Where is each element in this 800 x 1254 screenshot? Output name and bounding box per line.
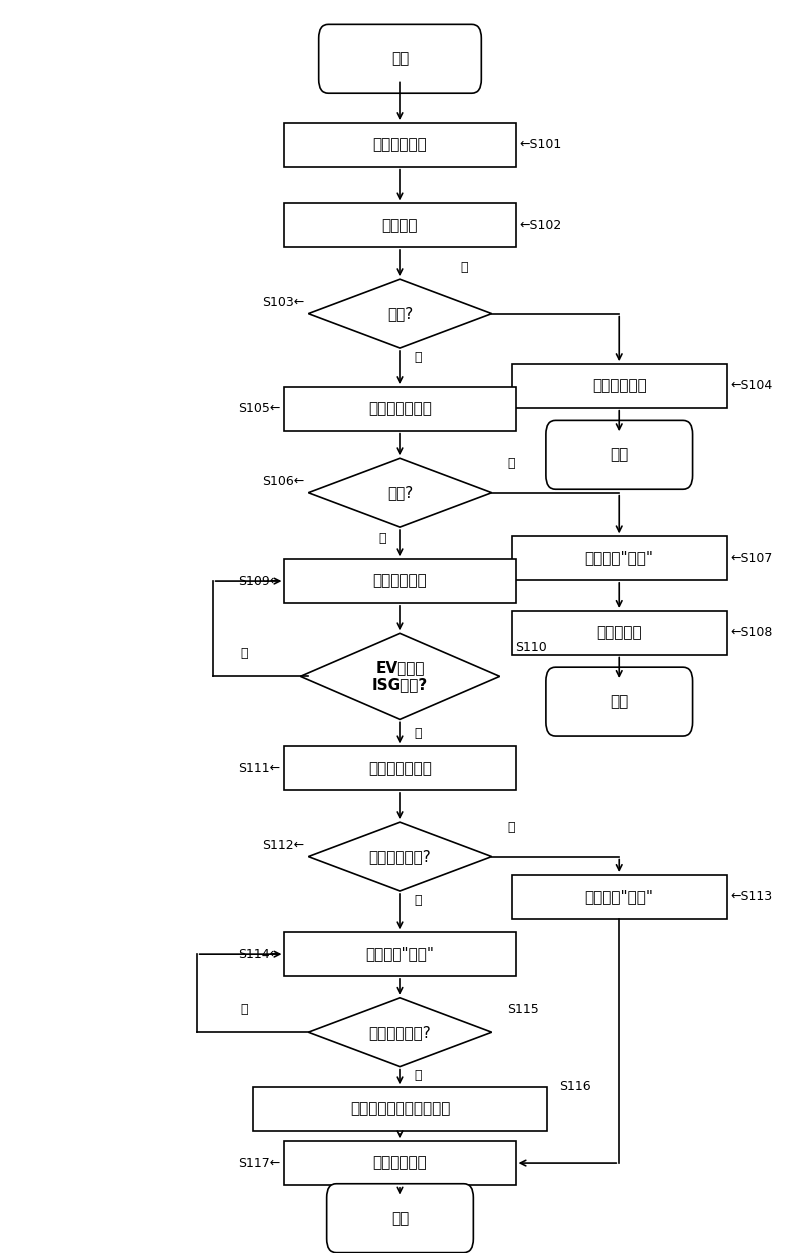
Bar	[285, 559, 515, 603]
Polygon shape	[300, 633, 500, 720]
Text: S114←: S114←	[238, 948, 281, 961]
Bar	[285, 1141, 515, 1185]
Text: ←S101: ←S101	[519, 138, 562, 152]
Text: 水泵操作控制: 水泵操作控制	[373, 1156, 427, 1170]
Text: 是: 是	[414, 727, 422, 740]
Text: 冷却剂温度检测: 冷却剂温度检测	[368, 761, 432, 776]
Text: 高于预定温度?: 高于预定温度?	[369, 849, 431, 864]
Text: 正常?: 正常?	[387, 306, 413, 321]
Text: EV模式或
ISG模式?: EV模式或 ISG模式?	[372, 660, 428, 692]
FancyBboxPatch shape	[326, 1184, 474, 1253]
Text: 加热器开关点火: 加热器开关点火	[368, 401, 432, 416]
Text: S103←: S103←	[262, 296, 304, 308]
Text: 是: 是	[414, 894, 422, 907]
Text: ←S108: ←S108	[731, 626, 774, 640]
Text: ←S102: ←S102	[519, 218, 562, 232]
Bar	[285, 203, 515, 247]
Text: S106←: S106←	[262, 475, 304, 488]
Text: 结束: 结束	[610, 448, 628, 463]
Text: 否: 否	[378, 532, 386, 545]
Text: S105←: S105←	[238, 403, 281, 415]
Text: 是: 是	[508, 458, 515, 470]
Bar	[285, 932, 515, 976]
Text: 冷却剂循环: 冷却剂循环	[597, 626, 642, 641]
Bar	[285, 123, 515, 167]
Text: 比预定车速快?: 比预定车速快?	[369, 1025, 431, 1040]
Text: 系统诊断: 系统诊断	[382, 218, 418, 233]
FancyBboxPatch shape	[546, 420, 693, 489]
Text: S111←: S111←	[238, 761, 281, 775]
Text: 水泵操作"开启": 水泵操作"开启"	[366, 947, 434, 962]
Text: S112←: S112←	[262, 839, 304, 851]
Bar	[285, 746, 515, 790]
Text: 否: 否	[460, 261, 467, 275]
Polygon shape	[308, 998, 492, 1067]
FancyBboxPatch shape	[546, 667, 693, 736]
Text: S116: S116	[559, 1080, 591, 1092]
Text: 输出报警消息: 输出报警消息	[592, 379, 646, 394]
Text: 操作模式确定: 操作模式确定	[373, 573, 427, 588]
Bar	[512, 537, 727, 579]
Bar	[512, 364, 727, 408]
Polygon shape	[308, 458, 492, 527]
Text: ←S113: ←S113	[731, 890, 773, 903]
Bar	[512, 875, 727, 919]
Polygon shape	[308, 823, 492, 892]
Text: S110: S110	[515, 641, 547, 655]
Text: S115: S115	[508, 1003, 539, 1016]
FancyBboxPatch shape	[318, 24, 482, 93]
Text: S117←: S117←	[238, 1156, 281, 1170]
Text: ←S107: ←S107	[731, 552, 774, 564]
Text: 是: 是	[414, 351, 422, 364]
Bar	[253, 1087, 547, 1131]
Text: S109←: S109←	[238, 574, 281, 588]
Text: 否: 否	[508, 821, 515, 834]
Text: 结束: 结束	[391, 1210, 409, 1225]
Text: ←S104: ←S104	[731, 380, 773, 393]
Text: 操作?: 操作?	[387, 485, 413, 500]
Text: 车速应用和行驶速度确定: 车速应用和行驶速度确定	[350, 1101, 450, 1116]
Text: 结束: 结束	[610, 695, 628, 709]
Text: 开始: 开始	[391, 51, 409, 66]
Bar	[512, 611, 727, 655]
Text: 驱动数据检测: 驱动数据检测	[373, 138, 427, 153]
Text: 否: 否	[241, 1003, 248, 1016]
Text: 否: 否	[241, 647, 248, 660]
Polygon shape	[308, 280, 492, 349]
Text: 是: 是	[414, 1070, 422, 1082]
Text: 水泵操作"关闭": 水泵操作"关闭"	[585, 889, 654, 904]
Bar	[285, 387, 515, 430]
Text: 水泵操作"开启": 水泵操作"开启"	[585, 551, 654, 566]
